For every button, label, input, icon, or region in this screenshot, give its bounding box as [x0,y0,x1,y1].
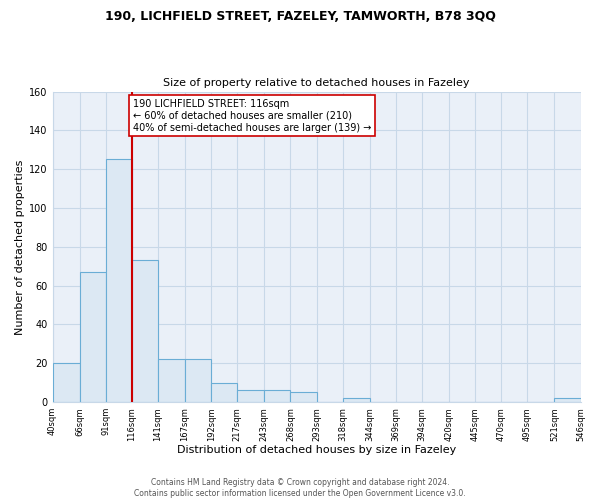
Bar [343,398,370,402]
Y-axis label: Number of detached properties: Number of detached properties [15,159,25,334]
Bar [158,360,185,402]
Text: 190 LICHFIELD STREET: 116sqm
← 60% of detached houses are smaller (210)
40% of s: 190 LICHFIELD STREET: 116sqm ← 60% of de… [133,100,371,132]
Bar [53,364,80,402]
Bar [132,260,158,402]
Bar [290,392,317,402]
Bar [106,160,132,402]
Bar [185,360,211,402]
Bar [554,398,581,402]
Bar [237,390,265,402]
Bar [265,390,290,402]
X-axis label: Distribution of detached houses by size in Fazeley: Distribution of detached houses by size … [177,445,456,455]
Bar [80,272,106,402]
Title: Size of property relative to detached houses in Fazeley: Size of property relative to detached ho… [163,78,470,88]
Text: 190, LICHFIELD STREET, FAZELEY, TAMWORTH, B78 3QQ: 190, LICHFIELD STREET, FAZELEY, TAMWORTH… [104,10,496,23]
Text: Contains HM Land Registry data © Crown copyright and database right 2024.
Contai: Contains HM Land Registry data © Crown c… [134,478,466,498]
Bar [211,382,237,402]
